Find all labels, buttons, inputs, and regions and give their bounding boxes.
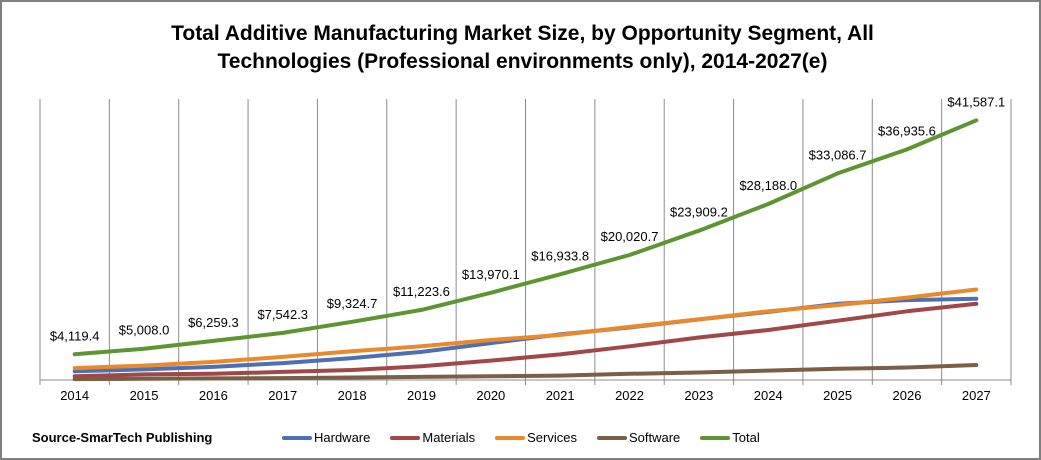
data-label-total: $16,933.8	[531, 248, 589, 263]
legend-label-hardware: Hardware	[314, 430, 371, 445]
legend-item-materials: Materials	[390, 430, 475, 445]
x-tick-label: 2016	[199, 388, 228, 403]
legend-item-hardware: Hardware	[282, 430, 370, 445]
legend-swatch-services	[495, 435, 526, 440]
data-label-total: $36,935.6	[878, 123, 936, 138]
x-tick-label: 2024	[754, 388, 783, 403]
chart-title-line-2: Technologies (Professional environments …	[217, 50, 828, 73]
legend-item-services: Services	[495, 430, 577, 445]
series-line-services	[72, 287, 979, 371]
data-label-total: $28,188.0	[739, 178, 797, 193]
chart-title: Total Additive Manufacturing Market Size…	[2, 20, 1039, 76]
x-tick-label: 2019	[407, 388, 436, 403]
legend-swatch-hardware	[282, 435, 312, 440]
legend: Hardware Materials Services Software Tot…	[282, 430, 780, 445]
data-label-total: $33,086.7	[809, 147, 867, 162]
x-tick-label: 2020	[476, 388, 505, 403]
x-tick-label: 2017	[268, 388, 297, 403]
legend-label-total: Total	[732, 430, 760, 445]
x-tick-label: 2021	[546, 388, 575, 403]
legend-swatch-materials	[390, 435, 421, 440]
data-label-total: $6,259.3	[188, 315, 239, 330]
chart-title-line-1: Total Additive Manufacturing Market Size…	[171, 22, 874, 45]
legend-swatch-total	[700, 435, 731, 440]
data-label-total: $20,020.7	[601, 229, 659, 244]
x-tick-label: 2023	[684, 388, 713, 403]
data-label-total: $23,909.2	[670, 205, 728, 220]
data-label-total: $9,324.7	[327, 296, 378, 311]
legend-swatch-software	[596, 435, 627, 440]
data-label-total: $13,970.1	[462, 267, 520, 282]
series-line-total	[72, 118, 979, 357]
data-label-total: $11,223.6	[393, 284, 450, 299]
legend-item-total: Total	[700, 430, 760, 445]
x-tick-label: 2018	[338, 388, 367, 403]
x-tick-label: 2014	[60, 388, 89, 403]
legend-label-software: Software	[628, 430, 681, 445]
series-line-software	[72, 363, 979, 382]
x-tick-label: 2027	[962, 388, 991, 403]
x-tick-label: 2025	[823, 388, 852, 403]
series-line-materials	[72, 301, 979, 379]
source-note: Source-SmarTech Publishing	[32, 430, 213, 445]
data-label-total: $41,587.1	[947, 94, 1005, 109]
x-tick-label: 2022	[615, 388, 644, 403]
x-tick-label: 2026	[893, 388, 922, 403]
legend-label-materials: Materials	[422, 430, 476, 445]
data-label-total: $5,008.0	[119, 323, 170, 338]
legend-item-software: Software	[596, 430, 681, 445]
x-tick-label: 2015	[130, 388, 159, 403]
data-label-total: $7,542.3	[257, 307, 308, 322]
data-label-total: $4,119.4	[50, 328, 100, 343]
legend-label-services: Services	[527, 430, 577, 445]
